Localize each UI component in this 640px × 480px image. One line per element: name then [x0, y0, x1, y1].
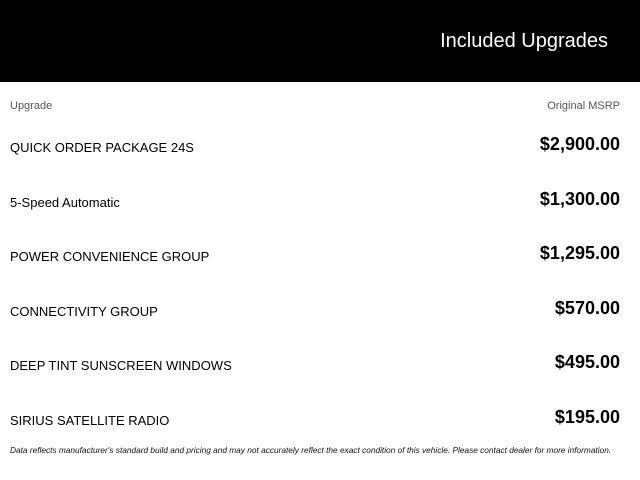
- page-title: Included Upgrades: [440, 30, 608, 52]
- table-row: 5-Speed Automatic $1,300.00: [10, 187, 620, 217]
- table-row: SIRIUS SATELLITE RADIO $195.00: [10, 405, 620, 435]
- upgrade-price: $1,295.00: [539, 243, 620, 263]
- upgrade-name: POWER CONVENIENCE GROUP: [10, 249, 210, 264]
- header-bar: Included Upgrades: [0, 0, 640, 82]
- upgrade-price: $570.00: [554, 297, 620, 318]
- disclaimer: Data reflects manufacturer's standard bu…: [10, 445, 612, 455]
- upgrade-price: $495.00: [554, 352, 620, 372]
- table-row: POWER CONVENIENCE GROUP $1,295.00: [10, 241, 620, 271]
- column-header-upgrade: Upgrade: [10, 100, 53, 112]
- upgrade-price: $2,900.00: [539, 134, 620, 154]
- upgrade-name: 5-Speed Automatic: [10, 194, 120, 210]
- upgrade-name: SIRIUS SATELLITE RADIO: [10, 412, 170, 428]
- table-row: DEEP TINT SUNSCREEN WINDOWS $495.00: [10, 350, 620, 380]
- column-header-msrp: Original MSRP: [547, 100, 620, 112]
- upgrade-name: QUICK ORDER PACKAGE 24S: [10, 140, 194, 155]
- table-row: CONNECTIVITY GROUP $570.00: [10, 296, 620, 326]
- upgrade-name: CONNECTIVITY GROUP: [10, 303, 158, 319]
- upgrade-price: $195.00: [554, 406, 620, 427]
- upgrade-name: DEEP TINT SUNSCREEN WINDOWS: [10, 358, 232, 373]
- table-row: QUICK ORDER PACKAGE 24S $2,900.00: [10, 132, 620, 162]
- upgrade-price: $1,300.00: [539, 188, 620, 209]
